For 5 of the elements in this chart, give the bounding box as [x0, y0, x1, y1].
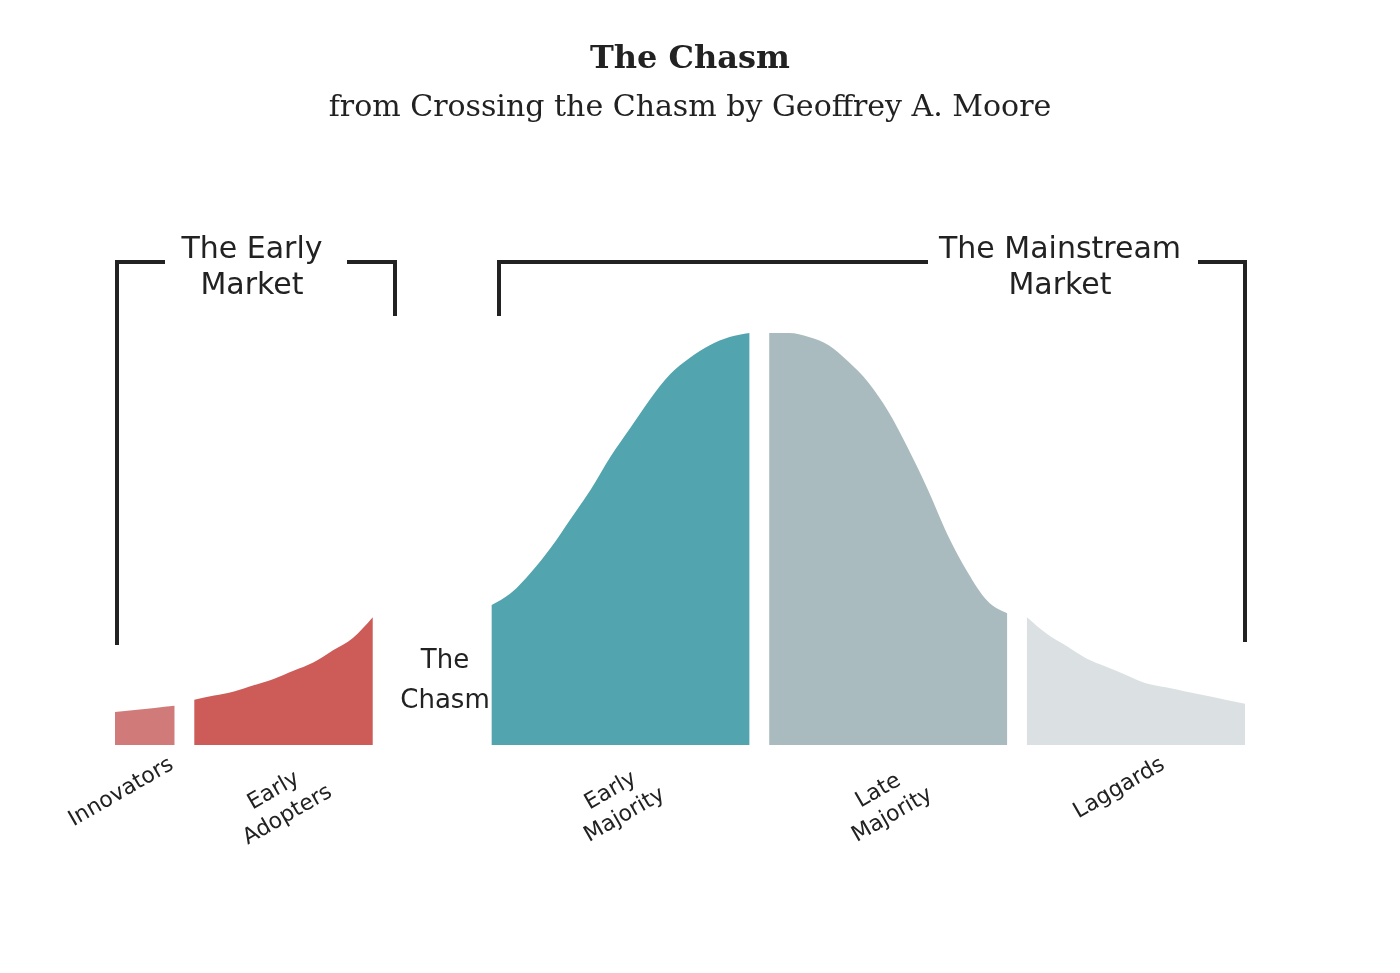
annotation: The Chasm — [400, 644, 490, 714]
chart-title: The Chasm — [590, 38, 791, 76]
text: The Early Market — [180, 230, 323, 301]
chart-subtitle: from Crossing the Chasm by Geoffrey A. Moore — [328, 88, 1052, 123]
text: The Mainstream Market — [937, 230, 1182, 301]
